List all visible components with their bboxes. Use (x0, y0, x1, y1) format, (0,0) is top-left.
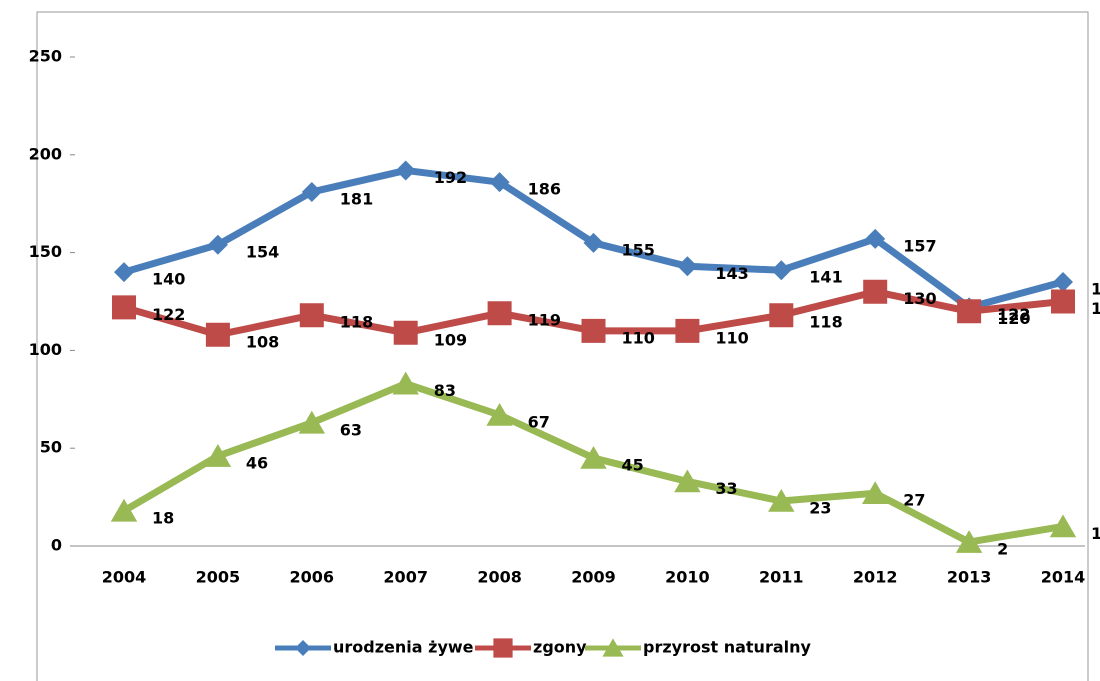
data-point (114, 262, 134, 283)
y-tick-label: 50 (40, 438, 62, 457)
data-point (299, 303, 324, 328)
chart-frame (36, 11, 1089, 681)
data-label: 110 (622, 328, 655, 347)
data-label: 108 (246, 332, 279, 351)
data-label: 154 (246, 242, 279, 261)
data-point (204, 444, 232, 467)
x-tick-label: 2010 (665, 568, 710, 587)
x-tick-label: 2005 (196, 568, 241, 587)
data-point (677, 256, 698, 277)
legend-label: zgony (533, 638, 587, 657)
data-point (207, 234, 228, 255)
data-label: 67 (528, 412, 550, 431)
data-label: 122 (152, 305, 185, 324)
data-label: 23 (809, 499, 831, 518)
x-tick-label: 2007 (383, 568, 428, 587)
data-point (489, 172, 510, 193)
data-label: 110 (715, 328, 748, 347)
data-point (1051, 289, 1075, 314)
legend-label: urodzenia żywe (333, 638, 474, 657)
data-label: 157 (903, 236, 936, 255)
data-point (581, 318, 606, 343)
y-tick-label: 150 (29, 242, 62, 261)
data-label: 83 (434, 381, 456, 400)
y-tick-label: 200 (29, 144, 62, 163)
data-label: 27 (903, 491, 925, 510)
data-point (487, 301, 512, 326)
data-point (769, 303, 794, 328)
x-tick-label: 2012 (853, 568, 898, 587)
data-label: 63 (340, 420, 362, 439)
legend-marker (602, 638, 624, 657)
data-point (675, 318, 700, 343)
data-label: 10 (1091, 524, 1100, 543)
data-point (1053, 271, 1073, 292)
data-label: 118 (340, 313, 373, 332)
data-point (392, 371, 419, 395)
data-label: 192 (434, 168, 467, 187)
data-point (955, 530, 983, 553)
legend-marker (493, 638, 513, 658)
legend-label: przyrost naturalny (643, 638, 812, 657)
data-point (393, 320, 418, 345)
data-point (768, 489, 795, 512)
data-point (771, 260, 792, 281)
data-label: 186 (528, 180, 561, 199)
data-point (301, 181, 322, 202)
data-label: 135 (1091, 279, 1100, 298)
x-tick-label: 2006 (290, 568, 335, 587)
data-point (865, 228, 886, 249)
data-point (862, 481, 889, 504)
x-tick-label: 2013 (947, 568, 992, 587)
x-tick-label: 2009 (571, 568, 616, 587)
data-label: 46 (246, 454, 268, 473)
data-label: 130 (903, 289, 936, 308)
y-tick-label: 100 (29, 340, 62, 359)
data-label: 122 (997, 305, 1030, 324)
legend-marker (295, 640, 311, 656)
data-label: 141 (809, 268, 842, 287)
data-label: 119 (528, 311, 561, 330)
x-tick-label: 2008 (477, 568, 522, 587)
data-label: 2 (997, 540, 1008, 559)
data-label: 118 (809, 313, 842, 332)
data-label: 33 (715, 479, 737, 498)
data-point (674, 469, 701, 493)
data-label: 18 (152, 508, 174, 527)
data-label: 140 (152, 270, 185, 289)
data-label: 155 (622, 240, 655, 259)
data-point (395, 160, 416, 181)
data-point (863, 279, 888, 304)
data-point (580, 445, 607, 469)
data-label: 143 (715, 264, 748, 283)
data-label: 181 (340, 189, 373, 208)
data-label: 125 (1091, 299, 1100, 318)
data-point (205, 322, 230, 347)
x-tick-label: 2014 (1041, 568, 1086, 587)
data-point (957, 299, 982, 324)
data-label: 45 (622, 455, 644, 474)
y-tick-label: 250 (29, 47, 62, 66)
data-point (1049, 514, 1077, 538)
x-tick-label: 2011 (759, 568, 804, 587)
data-point (110, 498, 138, 522)
data-point (298, 410, 325, 434)
data-point (583, 232, 604, 253)
data-point (486, 402, 513, 426)
data-label: 120 (997, 309, 1030, 328)
x-tick-label: 2004 (102, 568, 147, 587)
y-tick-label: 0 (51, 536, 62, 555)
data-label: 109 (434, 330, 467, 349)
data-point (112, 295, 136, 320)
